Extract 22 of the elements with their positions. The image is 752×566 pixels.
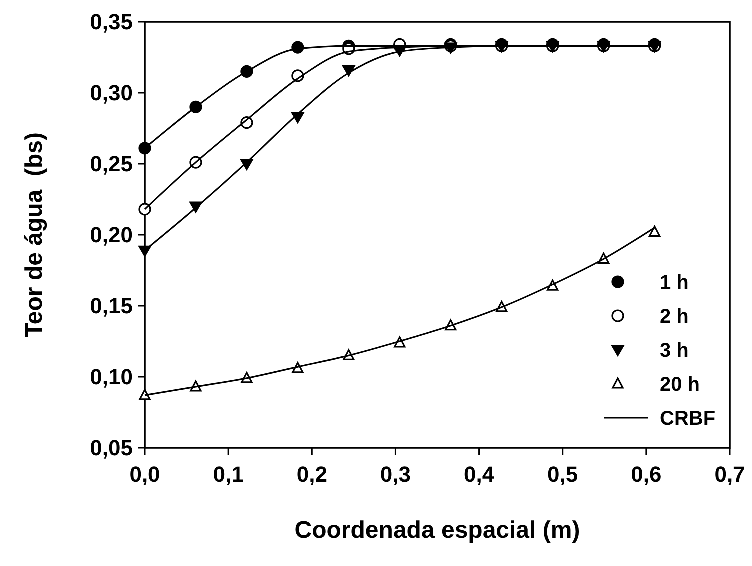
x-tick-label: 0,6 — [631, 462, 662, 487]
x-tick-label: 0,4 — [464, 462, 496, 487]
x-tick-label: 0,7 — [714, 462, 746, 487]
y-tick-label: 0,05 — [90, 436, 133, 461]
y-tick-label: 0,15 — [90, 294, 133, 319]
x-tick-label: 0,0 — [130, 462, 160, 487]
legend-label: 1 h — [660, 272, 689, 294]
x-tick-label: 0,3 — [380, 462, 412, 487]
y-tick-label: 0,35 — [90, 10, 133, 35]
x-tick-label: 0,1 — [213, 462, 244, 487]
x-axis-title: Coordenada espacial (m) — [294, 517, 580, 544]
y-tick-label: 0,10 — [90, 364, 133, 390]
x-tick-label: 0,5 — [548, 462, 578, 487]
y-tick-label: 0,25 — [90, 152, 133, 177]
y-tick-label: 0,20 — [90, 222, 133, 248]
y-tick-label: 0,30 — [90, 80, 133, 106]
x-tick-label: 0,2 — [296, 462, 328, 487]
legend-label: 2 h — [660, 306, 689, 328]
legend-label: 3 h — [660, 340, 689, 362]
y-axis-title: Teor de água (bs) — [21, 132, 48, 338]
legend-label: 20 h — [660, 374, 700, 396]
legend-label: CRBF — [660, 408, 716, 430]
